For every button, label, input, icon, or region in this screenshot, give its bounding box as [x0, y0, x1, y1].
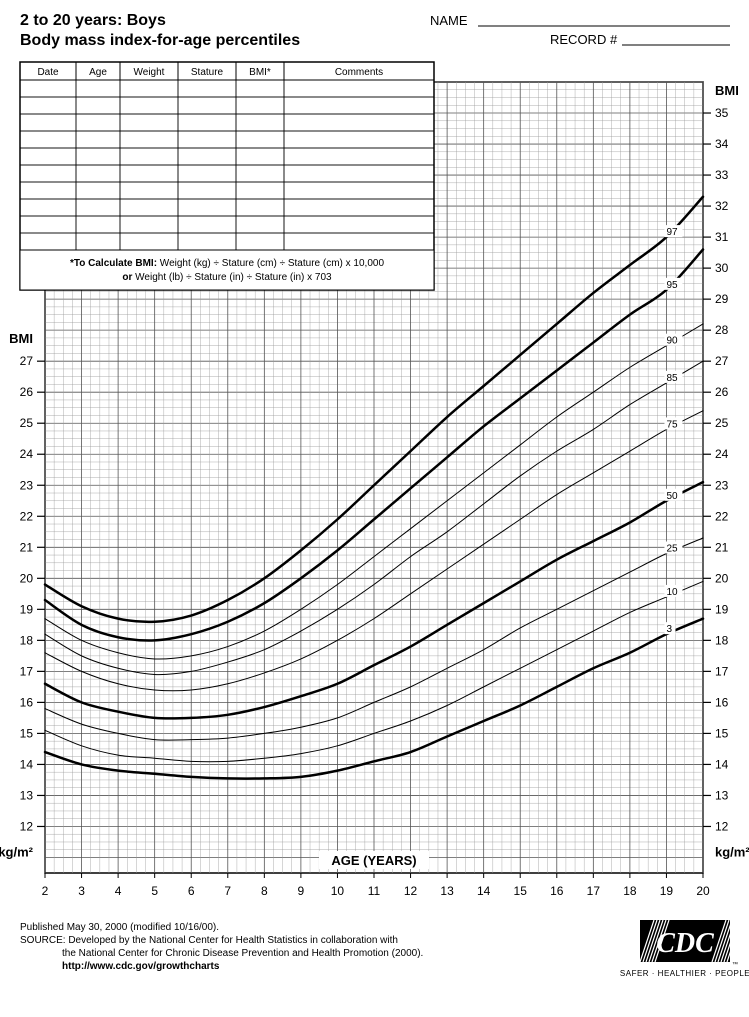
curve-label-90: 90	[666, 336, 678, 347]
table-header: Date	[37, 67, 59, 78]
left-axis-unit: kg/m²	[0, 844, 34, 859]
svg-text:15: 15	[514, 884, 528, 898]
svg-text:25: 25	[715, 416, 729, 430]
svg-text:7: 7	[224, 884, 231, 898]
svg-text:11: 11	[368, 884, 381, 898]
svg-text:18: 18	[715, 633, 729, 647]
svg-text:4: 4	[115, 884, 122, 898]
svg-text:23: 23	[20, 478, 34, 492]
svg-text:12: 12	[715, 819, 729, 833]
svg-text:12: 12	[20, 819, 34, 833]
svg-text:18: 18	[20, 633, 34, 647]
table-header: Weight	[134, 67, 165, 78]
svg-text:20: 20	[20, 571, 34, 585]
svg-text:33: 33	[715, 168, 729, 182]
svg-text:17: 17	[20, 664, 34, 678]
right-axis-bmi: BMI	[715, 83, 739, 98]
svg-text:13: 13	[715, 788, 729, 802]
svg-text:2 to 20 years: Boys: 2 to 20 years: Boys	[20, 12, 166, 29]
svg-text:6: 6	[188, 884, 195, 898]
table-header: Stature	[191, 67, 224, 78]
svg-text:27: 27	[715, 354, 729, 368]
svg-text:28: 28	[715, 323, 729, 337]
svg-text:14: 14	[20, 757, 34, 771]
svg-text:™: ™	[732, 961, 738, 968]
left-axis-bmi: BMI	[9, 331, 33, 346]
svg-text:16: 16	[550, 884, 564, 898]
table-header: Age	[89, 67, 107, 78]
svg-text:19: 19	[20, 602, 34, 616]
footer-line: http://www.cdc.gov/growthcharts	[62, 961, 220, 972]
svg-text:21: 21	[20, 540, 34, 554]
svg-text:9: 9	[298, 884, 305, 898]
curve-label-3: 3	[666, 624, 672, 635]
curve-label-25: 25	[666, 543, 678, 554]
svg-text:14: 14	[715, 757, 729, 771]
svg-text:29: 29	[715, 292, 729, 306]
svg-text:2: 2	[42, 884, 49, 898]
svg-text:19: 19	[660, 884, 674, 898]
x-axis-title: AGE (YEARS)	[331, 853, 416, 868]
footer-line: SOURCE: Developed by the National Center…	[20, 935, 398, 946]
right-axis-unit: kg/m²	[715, 844, 749, 859]
cdc-tagline: SAFER · HEALTHIER · PEOPLE	[620, 969, 749, 978]
svg-text:30: 30	[715, 261, 729, 275]
bmi-formula-note: *To Calculate BMI: Weight (kg) ÷ Stature…	[70, 258, 384, 269]
svg-text:10: 10	[331, 884, 345, 898]
svg-text:20: 20	[715, 571, 729, 585]
svg-text:5: 5	[151, 884, 158, 898]
svg-text:15: 15	[20, 726, 34, 740]
svg-text:17: 17	[587, 884, 601, 898]
svg-text:22: 22	[20, 509, 34, 523]
svg-text:19: 19	[715, 602, 729, 616]
footer-line: the National Center for Chronic Disease …	[62, 948, 423, 959]
svg-text:26: 26	[715, 385, 729, 399]
svg-text:32: 32	[715, 199, 729, 213]
svg-text:16: 16	[715, 695, 729, 709]
svg-text:34: 34	[715, 137, 729, 151]
svg-text:35: 35	[715, 106, 729, 120]
svg-text:21: 21	[715, 540, 729, 554]
table-header: Comments	[335, 67, 383, 78]
svg-text:8: 8	[261, 884, 268, 898]
svg-text:27: 27	[20, 354, 34, 368]
curve-label-75: 75	[666, 419, 678, 430]
svg-text:RECORD #: RECORD #	[550, 32, 618, 47]
table-header: BMI*	[249, 67, 271, 78]
svg-text:NAME: NAME	[430, 13, 468, 28]
svg-text:26: 26	[20, 385, 34, 399]
svg-text:14: 14	[477, 884, 491, 898]
curve-label-95: 95	[666, 280, 678, 291]
svg-text:18: 18	[623, 884, 637, 898]
svg-text:17: 17	[715, 664, 729, 678]
curve-label-97: 97	[666, 227, 678, 238]
svg-text:3: 3	[78, 884, 85, 898]
svg-text:23: 23	[715, 478, 729, 492]
svg-text:12: 12	[404, 884, 418, 898]
svg-text:22: 22	[715, 509, 729, 523]
svg-text:24: 24	[20, 447, 34, 461]
svg-text:20: 20	[696, 884, 710, 898]
curve-label-10: 10	[666, 587, 678, 598]
svg-text:24: 24	[715, 447, 729, 461]
svg-text:13: 13	[440, 884, 454, 898]
svg-text:or Weight (lb) ÷ Stature (in): or Weight (lb) ÷ Stature (in) ÷ Stature …	[122, 272, 332, 283]
curve-label-50: 50	[666, 491, 678, 502]
svg-text:15: 15	[715, 726, 729, 740]
svg-text:16: 16	[20, 695, 34, 709]
curve-label-85: 85	[666, 373, 678, 384]
svg-text:31: 31	[715, 230, 729, 244]
svg-text:25: 25	[20, 416, 34, 430]
footer-line: Published May 30, 2000 (modified 10/16/0…	[20, 922, 219, 933]
svg-text:Body mass index-for-age percen: Body mass index-for-age percentiles	[20, 32, 300, 49]
svg-text:13: 13	[20, 788, 34, 802]
